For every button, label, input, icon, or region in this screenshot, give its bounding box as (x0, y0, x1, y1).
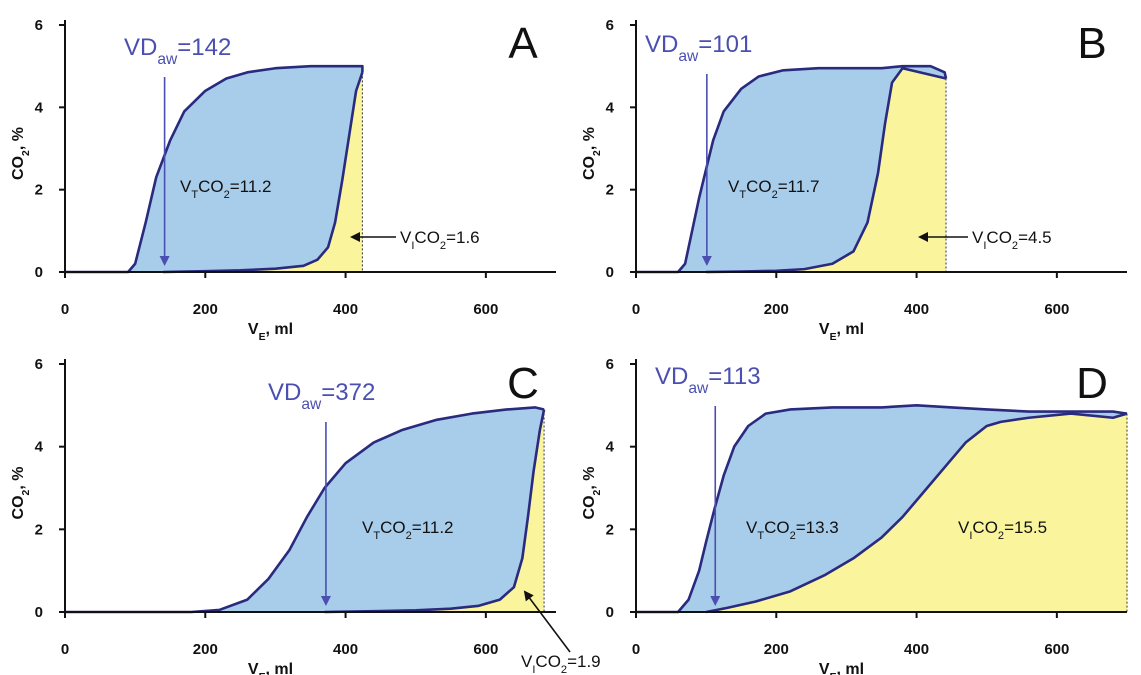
vdaw-label: VDaw=372 (268, 379, 375, 413)
x-tick-label: 400 (333, 641, 358, 658)
y-tick-label: 6 (606, 356, 614, 373)
vtco2-label: VTCO2=11.7 (728, 177, 820, 201)
panel-a: 0 2 4 6 0 200 400 600 VE, ml CO2, % A VDaw=142 VTCO2… (10, 17, 556, 343)
y-tick-label: 2 (35, 182, 43, 199)
tidal-co2-area (636, 405, 1127, 612)
x-axis-label: VE, ml (819, 321, 864, 343)
panel-letter: C (507, 359, 539, 408)
x-tick-label: 0 (61, 301, 69, 318)
y-tick-label: 4 (606, 439, 615, 456)
inspired-co2-area (163, 72, 363, 272)
y-axis-label: CO2, % (581, 127, 603, 180)
y-axis-label: CO2, % (581, 467, 603, 520)
tidal-co2-area (636, 66, 947, 273)
y-tick-label: 0 (35, 604, 43, 621)
x-tick-label: 600 (1044, 641, 1069, 658)
y-tick-label: 4 (606, 99, 615, 116)
tidal-co2-area (65, 407, 545, 612)
y-tick-label: 0 (606, 264, 614, 281)
vtco2-label: VTCO2=11.2 (362, 518, 454, 542)
vdaw-label: VDaw=113 (655, 363, 761, 397)
y-tick-label: 4 (35, 99, 44, 116)
inspired-co2-area (706, 413, 1127, 612)
x-tick-label: 200 (193, 301, 218, 318)
x-tick-label: 400 (904, 641, 929, 658)
inspiratory-curve (324, 409, 546, 614)
expiratory-curve (636, 64, 948, 274)
inspiratory-curve (163, 71, 364, 274)
y-tick-label: 2 (606, 182, 614, 199)
expiratory-curve (65, 406, 545, 614)
expiratory-curve (636, 404, 1128, 614)
y-tick-label: 6 (606, 17, 614, 34)
tidal-co2-area (65, 66, 363, 273)
expiratory-curve (65, 64, 364, 274)
vdaw-label: VDaw=142 (124, 34, 231, 68)
y-axis-label-group: CO2, % (10, 127, 32, 180)
y-axis-label: CO2, % (10, 127, 32, 180)
x-tick-label: 0 (632, 301, 640, 318)
x-axis-label: VE, ml (248, 661, 293, 675)
x-tick-label: 0 (632, 641, 640, 658)
panel-b: 0 2 4 6 0 200 400 600 VE, ml CO2, % B VDaw=101 VTCO2… (581, 17, 1127, 343)
y-tick-label: 2 (606, 521, 614, 538)
x-axis-label: VE, ml (248, 321, 293, 343)
vtco2-label: VTCO2=11.2 (180, 177, 272, 201)
y-tick-label: 6 (35, 356, 43, 373)
y-axis-label-group: CO2, % (581, 127, 603, 180)
inspired-co2-area (324, 409, 545, 612)
vdaw-label: VDaw=101 (645, 31, 752, 65)
x-tick-label: 600 (473, 301, 498, 318)
vico2-label: VICO2=1.6 (400, 228, 480, 252)
y-tick-label: 0 (606, 604, 614, 621)
x-tick-label: 0 (61, 641, 69, 658)
x-tick-label: 600 (473, 641, 498, 658)
panel-d: 0 2 4 6 0 200 400 600 VE, ml CO2, % D VDaw=113 VTCO2… (581, 356, 1128, 675)
y-axis-label-group: CO2, % (10, 467, 32, 520)
vico2-label: VICO2=15.5 (958, 518, 1047, 542)
x-tick-label: 400 (904, 301, 929, 318)
panel-letter: B (1077, 19, 1106, 68)
panel-letter: A (508, 19, 538, 68)
vico2-arrow (523, 590, 571, 653)
y-tick-label: 6 (35, 17, 43, 34)
y-tick-label: 2 (35, 521, 43, 538)
vico2-label: VICO2=1.9 (521, 652, 601, 675)
vtco2-label: VTCO2=13.3 (746, 518, 839, 542)
panel-c: 0 2 4 6 0 200 400 600 VE, ml CO2, % C VDaw=372 VTCO2… (10, 356, 601, 675)
x-tick-label: 200 (764, 301, 789, 318)
vico2-label: VICO2=4.5 (972, 228, 1052, 252)
y-tick-label: 0 (35, 264, 43, 281)
y-tick-label: 4 (35, 439, 44, 456)
inspiratory-curve (706, 66, 947, 274)
inspiratory-curve (705, 412, 1128, 614)
x-tick-label: 200 (764, 641, 789, 658)
x-axis-label: VE, ml (819, 661, 864, 675)
y-axis-label-group: CO2, % (581, 467, 603, 520)
y-axis-label: CO2, % (10, 467, 32, 520)
x-tick-label: 400 (333, 301, 358, 318)
panel-letter: D (1076, 359, 1108, 408)
x-tick-label: 200 (193, 641, 218, 658)
x-tick-label: 600 (1044, 301, 1069, 318)
